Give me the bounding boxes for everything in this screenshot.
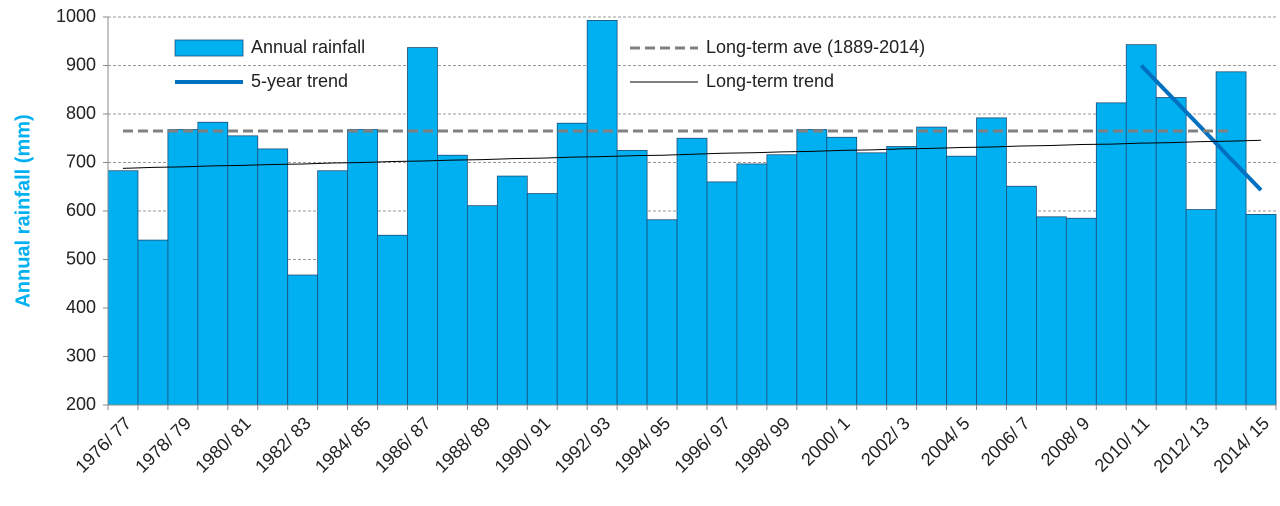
bar: [1215, 71, 1247, 406]
bar: [886, 146, 918, 406]
y-tick-label: 500: [66, 248, 96, 268]
x-tick-label: 2012/ 13: [1150, 413, 1214, 477]
line-series: [1139, 64, 1263, 192]
y-axis-label: Annual rainfall (mm): [12, 114, 34, 307]
x-tick-label: 1982/ 83: [251, 413, 315, 477]
bar: [586, 19, 618, 406]
x-tick-label: 2008/ 9: [1037, 413, 1094, 470]
x-tick-label: 1990/ 91: [491, 413, 555, 477]
bar: [107, 170, 139, 406]
x-tick-label: 2014/ 15: [1210, 413, 1274, 477]
bar: [856, 152, 888, 406]
x-tick-label: 2004/ 5: [917, 413, 974, 470]
bar: [976, 117, 1007, 406]
bar: [1095, 102, 1127, 406]
bar: [407, 47, 438, 406]
y-tick-label: 600: [66, 200, 96, 220]
bar: [317, 170, 348, 406]
x-tick-label: 1984/ 85: [311, 413, 375, 477]
x-tick-label: 1988/ 89: [431, 413, 495, 477]
y-tick-label: 700: [66, 151, 96, 171]
bar: [556, 122, 588, 406]
legend-swatch: [174, 39, 244, 57]
x-tick-label: 1980/ 81: [191, 413, 255, 477]
x-tick-label: 2006/ 7: [977, 413, 1034, 470]
x-tick-label: 1976/ 77: [71, 413, 135, 477]
bar: [1155, 97, 1187, 406]
bar: [526, 193, 558, 406]
bar: [1065, 217, 1097, 406]
bar: [1036, 216, 1067, 406]
bar: [466, 205, 498, 406]
bar: [916, 126, 947, 406]
y-tick-label: 900: [66, 54, 96, 74]
bar: [197, 121, 229, 406]
x-tick-label: 1998/ 99: [730, 413, 794, 477]
bar: [646, 219, 678, 406]
y-tick-label: 400: [66, 297, 96, 317]
x-tick-label: 1994/ 95: [611, 413, 675, 477]
bar: [796, 129, 828, 406]
bar: [826, 136, 858, 406]
bar: [616, 149, 648, 406]
legend-label: 5-year trend: [251, 71, 348, 91]
y-tick-label: 1000: [56, 6, 96, 26]
bar: [287, 274, 319, 406]
line-series: [122, 139, 1262, 169]
x-tick-label: 1992/ 93: [551, 413, 615, 477]
bar: [227, 135, 259, 406]
bar: [347, 129, 378, 406]
bar: [137, 239, 169, 406]
bar: [736, 163, 768, 406]
bar: [257, 148, 289, 406]
bar: [676, 137, 708, 406]
x-tick-label: 1986/ 87: [371, 413, 435, 477]
y-tick-label: 200: [66, 394, 96, 414]
bar: [946, 155, 977, 406]
x-tick-label: 2000/ 1: [797, 413, 854, 470]
x-tick-label: 1996/ 97: [670, 413, 734, 477]
bar: [706, 181, 738, 406]
legend-label: Long-term ave (1889-2014): [706, 37, 925, 57]
x-tick-label: 2010/ 11: [1091, 413, 1154, 476]
y-tick-label: 800: [66, 103, 96, 123]
legend-label: Long-term trend: [706, 71, 834, 91]
x-tick-label: 1978/ 79: [131, 413, 195, 477]
bar: [496, 175, 528, 406]
bar: [377, 234, 408, 406]
bar: [167, 129, 199, 406]
bar: [1185, 209, 1217, 406]
bar: [1006, 185, 1037, 406]
bar: [437, 154, 468, 406]
bar: [766, 154, 798, 406]
x-tick-label: 2002/ 3: [857, 413, 914, 470]
bar: [1245, 213, 1277, 406]
bar: [1125, 44, 1157, 406]
y-tick-label: 300: [66, 345, 96, 365]
legend-label: Annual rainfall: [251, 37, 365, 57]
